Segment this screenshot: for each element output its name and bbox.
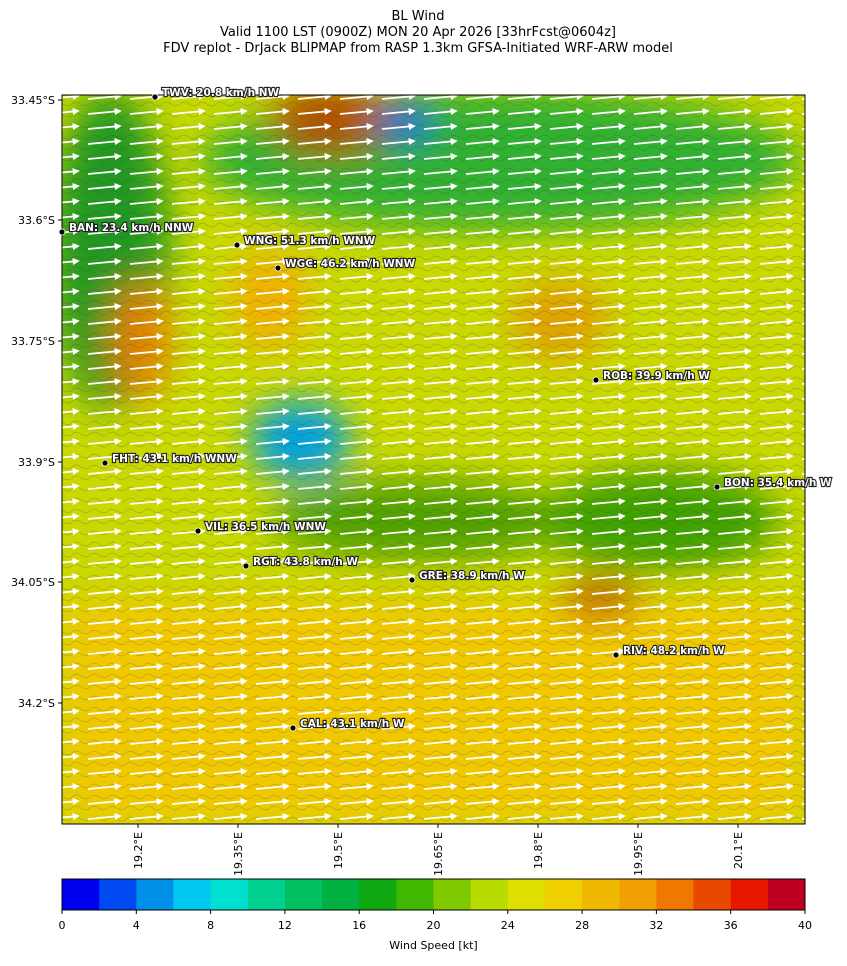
station-dot	[289, 724, 297, 732]
station-dot	[58, 228, 66, 236]
lat-tick-label: 33.75°S	[11, 335, 55, 348]
colorbar-bin	[582, 879, 620, 910]
station-label: RGT: 43.8 km/h W	[253, 556, 358, 568]
station-dot	[101, 459, 109, 467]
colorbar-tick-label: 36	[724, 919, 738, 932]
station-dot	[408, 576, 416, 584]
lat-tick-label: 33.45°S	[11, 94, 55, 107]
lat-tick-label: 34.2°S	[18, 697, 55, 710]
colorbar-bin	[619, 879, 657, 910]
colorbar-tick-label: 16	[352, 919, 366, 932]
colorbar-bin	[62, 879, 100, 910]
lon-tick-label: 19.8°E	[532, 832, 545, 869]
map-field	[62, 95, 805, 824]
colorbar-tick-label: 8	[207, 919, 214, 932]
colorbar-tick-label: 28	[575, 919, 589, 932]
station-dot	[612, 651, 620, 659]
station-label: FHT: 43.1 km/h WNW	[112, 453, 237, 465]
colorbar-bin	[470, 879, 509, 910]
colorbar-tick-label: 24	[501, 919, 515, 932]
colorbar-tick-label: 32	[649, 919, 663, 932]
lon-tick-label: 19.95°E	[632, 832, 645, 876]
colorbar-tick-label: 20	[427, 919, 441, 932]
colorbar-tick-label: 40	[798, 919, 812, 932]
station-dot	[233, 241, 241, 249]
colorbar-label: Wind Speed [kt]	[389, 939, 477, 952]
colorbar-bin	[656, 879, 695, 910]
colorbar-bin	[396, 879, 434, 910]
colorbar-bin	[693, 879, 732, 910]
station-dot	[194, 527, 202, 535]
colorbar-bin	[136, 879, 174, 910]
station-label: TWV: 20.8 km/h NW	[162, 87, 279, 99]
lat-tick-label: 33.6°S	[18, 214, 55, 227]
title-2: Valid 1100 LST (0900Z) MON 20 Apr 2026 […	[220, 25, 616, 40]
station-dot	[242, 562, 250, 570]
station-label: BON: 35.4 km/h W	[724, 477, 832, 489]
lat-tick-label: 33.9°S	[18, 456, 55, 469]
colorbar-bin	[322, 879, 360, 910]
colorbar-bin	[767, 879, 806, 910]
lon-tick-label: 19.2°E	[132, 832, 145, 869]
station-label: BAN: 23.4 km/h NNW	[69, 222, 194, 234]
station-label: VIL: 36.5 km/h WNW	[205, 521, 326, 533]
colorbar-bin	[359, 879, 397, 910]
station-label: ROB: 39.9 km/h W	[603, 370, 710, 382]
station-dot	[151, 93, 159, 101]
station-label: CAL: 43.1 km/h W	[300, 718, 405, 730]
colorbar-bin	[507, 879, 546, 910]
station-label: RIV: 48.2 km/h W	[623, 645, 725, 657]
colorbar-tick-label: 0	[59, 919, 66, 932]
station-label: GRE: 38.9 km/h W	[419, 570, 525, 582]
colorbar-tick-label: 12	[278, 919, 292, 932]
station-label: WNG: 51.3 km/h WNW	[244, 235, 376, 247]
station-dot	[713, 483, 721, 491]
lat-tick-label: 34.05°S	[11, 576, 55, 589]
colorbar-bin	[730, 879, 769, 910]
station-dot	[592, 376, 600, 384]
lon-tick-label: 19.5°E	[332, 832, 345, 869]
colorbar-bin	[173, 879, 212, 910]
colorbar-bin	[284, 879, 323, 910]
colorbar-bin	[544, 879, 583, 910]
lon-tick-label: 20.1°E	[732, 832, 745, 869]
lon-tick-label: 19.35°E	[232, 832, 245, 876]
colorbar-bin	[99, 879, 137, 910]
colorbar-bin	[433, 879, 472, 910]
title-3: FDV replot - DrJack BLIPMAP from RASP 1.…	[163, 41, 673, 56]
map-frame	[61, 94, 806, 825]
colorbar-bin	[210, 879, 249, 910]
title-1: BL Wind	[392, 9, 445, 24]
station-dot	[274, 264, 282, 272]
station-label: WGC: 46.2 km/h WNW	[285, 258, 416, 270]
colorbar-tick-label: 4	[133, 919, 140, 932]
lon-tick-label: 19.65°E	[432, 832, 445, 876]
colorbar-bin	[247, 879, 286, 910]
